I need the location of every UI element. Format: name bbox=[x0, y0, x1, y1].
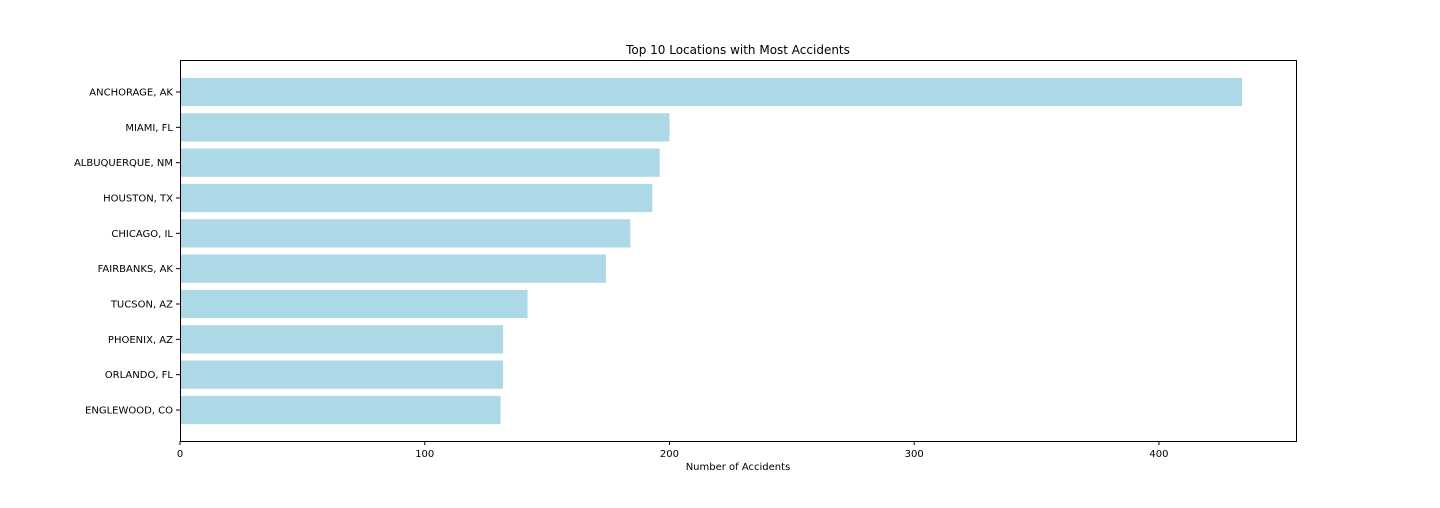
chart-title: Top 10 Locations with Most Accidents bbox=[625, 43, 850, 57]
y-tick-label: HOUSTON, TX bbox=[103, 194, 173, 205]
y-tick-label: ALBUQUERQUE, NM bbox=[74, 158, 173, 169]
y-tick-label: ANCHORAGE, AK bbox=[89, 88, 173, 99]
y-tick-label: ENGLEWOOD, CO bbox=[85, 406, 173, 417]
bars-layer bbox=[180, 77, 1243, 425]
x-tick-label: 400 bbox=[1149, 449, 1168, 460]
y-tick-label: FAIRBANKS, AK bbox=[98, 264, 174, 275]
bar bbox=[180, 183, 653, 213]
x-tick-label: 0 bbox=[177, 449, 183, 460]
bar bbox=[180, 360, 504, 389]
y-tick-label: ORLANDO, FL bbox=[105, 370, 174, 381]
bar bbox=[180, 254, 606, 283]
axes-layer: ANCHORAGE, AK MIAMI, FL ALBUQUERQUE, NM HOU… bbox=[74, 88, 1169, 461]
x-tick-label: 300 bbox=[905, 449, 924, 460]
bar bbox=[180, 113, 670, 142]
plot-frame bbox=[180, 60, 1297, 442]
y-tick-label: MIAMI, FL bbox=[125, 123, 173, 134]
bar bbox=[180, 77, 1243, 107]
x-axis-label: Number of Accidents bbox=[686, 462, 791, 473]
y-tick-label: TUCSON, AZ bbox=[110, 300, 173, 311]
x-tick-label: 100 bbox=[415, 449, 434, 460]
x-tick-label: 200 bbox=[660, 449, 679, 460]
y-tick-label: PHOENIX, AZ bbox=[108, 335, 173, 346]
bar bbox=[180, 325, 504, 354]
y-tick-label: CHICAGO, IL bbox=[111, 229, 173, 240]
bar bbox=[180, 148, 660, 177]
bar bbox=[180, 219, 631, 248]
bar bbox=[180, 395, 501, 425]
bar bbox=[180, 289, 528, 319]
